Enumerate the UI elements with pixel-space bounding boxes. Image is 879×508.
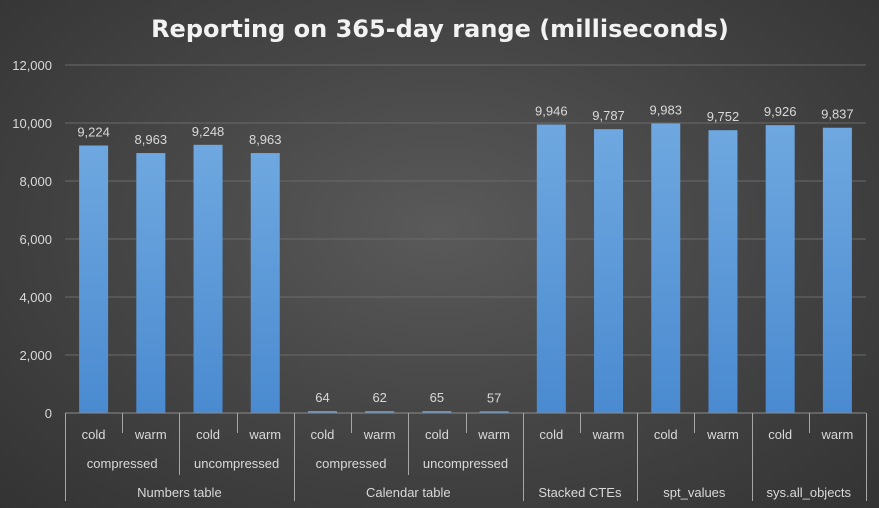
group-label: spt_values [663, 485, 726, 500]
bar [708, 130, 738, 413]
subgroup-label: uncompressed [423, 456, 508, 471]
data-label: 9,752 [707, 109, 740, 124]
bar [651, 123, 681, 414]
category-label: cold [196, 427, 220, 442]
category-label: cold [311, 427, 335, 442]
category-label: cold [425, 427, 449, 442]
category-label: cold [82, 427, 106, 442]
y-tick-label: 10,000 [12, 116, 52, 131]
category-label: cold [654, 427, 678, 442]
category-label: warm [821, 427, 854, 442]
data-label: 9,787 [592, 108, 625, 123]
bar [79, 145, 109, 413]
category-label: cold [768, 427, 792, 442]
bar [422, 411, 452, 413]
data-label: 8,963 [135, 132, 168, 147]
data-label: 65 [430, 390, 444, 405]
bar [136, 153, 166, 413]
group-label: sys.all_objects [767, 485, 852, 500]
bar [822, 127, 852, 414]
subgroup-label: uncompressed [194, 456, 279, 471]
bars [79, 123, 852, 414]
bar [536, 124, 566, 413]
y-tick-label: 0 [45, 406, 52, 421]
bar [765, 125, 795, 413]
category-label: warm [706, 427, 739, 442]
category-label: warm [477, 427, 510, 442]
bar [365, 411, 395, 413]
data-label: 9,926 [764, 104, 797, 119]
gridlines [65, 64, 866, 356]
data-label: 8,963 [249, 132, 282, 147]
data-label: 9,248 [192, 124, 225, 139]
category-label: warm [592, 427, 625, 442]
category-label: warm [248, 427, 281, 442]
group-label: Numbers table [137, 485, 222, 500]
data-label: 9,837 [821, 107, 854, 122]
y-tick-label: 12,000 [12, 58, 52, 73]
chart-title: Reporting on 365-day range (milliseconds… [151, 15, 729, 43]
data-label: 57 [487, 390, 501, 405]
category-axis: cold warm cold warm cold warm cold warm cold warm… [65, 412, 867, 501]
group-label: Calendar table [366, 485, 451, 500]
y-tick-label: 4,000 [19, 290, 52, 305]
data-label: 9,983 [649, 102, 682, 117]
bar [594, 129, 624, 413]
data-labels: 9,224 8,963 9,248 8,963 64 62 65 57 9,946 9,787 9,… [77, 102, 853, 405]
subgroup-label: compressed [316, 456, 387, 471]
bar [307, 411, 337, 413]
data-label: 9,946 [535, 104, 568, 119]
data-label: 62 [372, 390, 386, 405]
bar [250, 153, 280, 413]
y-axis-ticks: 0 2,000 4,000 6,000 8,000 10,000 12,000 [12, 58, 52, 421]
bar [193, 144, 223, 414]
data-label: 64 [315, 390, 329, 405]
data-label: 9,224 [77, 125, 110, 140]
y-tick-label: 2,000 [19, 348, 52, 363]
bar [479, 411, 509, 413]
category-label: warm [134, 427, 167, 442]
y-tick-label: 6,000 [19, 232, 52, 247]
category-label: warm [363, 427, 396, 442]
y-tick-label: 8,000 [19, 174, 52, 189]
group-label: Stacked CTEs [538, 485, 622, 500]
subgroup-label: compressed [87, 456, 158, 471]
category-label: cold [539, 427, 563, 442]
